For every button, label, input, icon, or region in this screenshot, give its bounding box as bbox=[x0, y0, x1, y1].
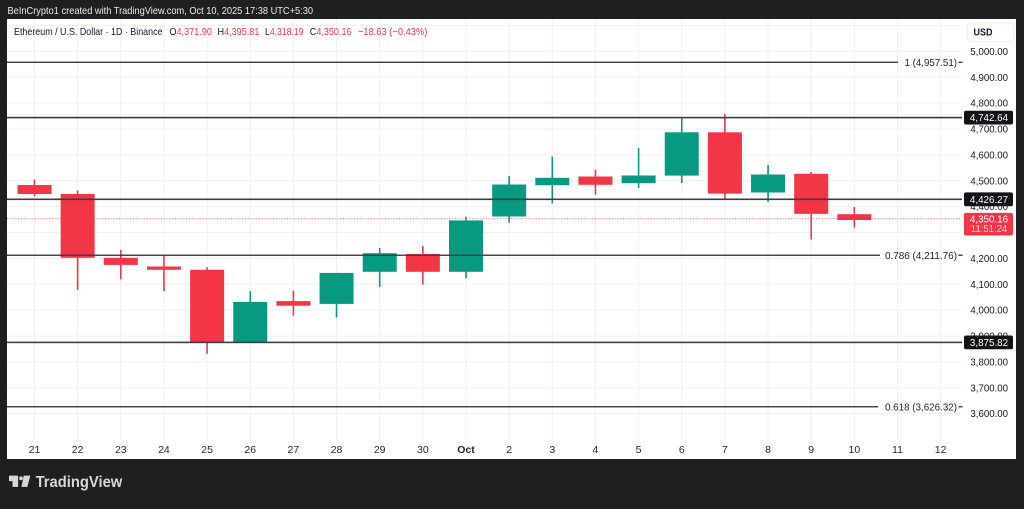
svg-text:4,426.27: 4,426.27 bbox=[970, 194, 1008, 206]
svg-text:3,600.00: 3,600.00 bbox=[970, 408, 1008, 420]
svg-text:TradingView: TradingView bbox=[36, 474, 124, 491]
svg-text:4,700.00: 4,700.00 bbox=[970, 124, 1008, 136]
svg-text:−18.63 (−0.43%): −18.63 (−0.43%) bbox=[358, 26, 427, 38]
svg-text:4,600.00: 4,600.00 bbox=[970, 149, 1008, 161]
svg-text:4: 4 bbox=[593, 444, 599, 456]
svg-text:12: 12 bbox=[935, 444, 947, 456]
svg-text:9: 9 bbox=[808, 444, 814, 456]
svg-text:Oct: Oct bbox=[457, 444, 475, 456]
svg-text:3,800.00: 3,800.00 bbox=[970, 356, 1008, 368]
svg-text:4,500.00: 4,500.00 bbox=[970, 175, 1008, 187]
svg-text:7: 7 bbox=[722, 444, 728, 456]
svg-text:Ethereum / U.S. Dollar · 1D ·: Ethereum / U.S. Dollar · 1D · Binance bbox=[14, 26, 163, 38]
svg-text:4,900.00: 4,900.00 bbox=[970, 72, 1008, 84]
svg-text:O4,371.90: O4,371.90 bbox=[169, 26, 212, 38]
svg-text:28: 28 bbox=[331, 444, 343, 456]
svg-text:1 (4,957.51): 1 (4,957.51) bbox=[905, 57, 958, 69]
svg-text:30: 30 bbox=[417, 444, 429, 456]
svg-text:21: 21 bbox=[29, 444, 41, 456]
svg-text:0.786 (4,211.76): 0.786 (4,211.76) bbox=[885, 250, 957, 262]
svg-text:26: 26 bbox=[244, 444, 256, 456]
svg-text:11: 11 bbox=[892, 444, 903, 456]
svg-text:5: 5 bbox=[636, 444, 642, 456]
svg-text:3,700.00: 3,700.00 bbox=[970, 382, 1008, 394]
svg-text:L4,318.19: L4,318.19 bbox=[265, 26, 304, 38]
svg-text:0.618 (3,626.32): 0.618 (3,626.32) bbox=[885, 401, 957, 413]
svg-text:6: 6 bbox=[679, 444, 685, 456]
svg-text:4,000.00: 4,000.00 bbox=[970, 305, 1008, 317]
svg-text:3,875.82: 3,875.82 bbox=[970, 337, 1008, 349]
svg-text:2: 2 bbox=[506, 444, 512, 456]
svg-text:4,200.00: 4,200.00 bbox=[970, 253, 1008, 265]
svg-text:4,350.16: 4,350.16 bbox=[970, 213, 1008, 225]
svg-text:27: 27 bbox=[288, 444, 300, 456]
svg-text:24: 24 bbox=[158, 444, 170, 456]
svg-text:4,800.00: 4,800.00 bbox=[970, 98, 1008, 110]
svg-text:USD: USD bbox=[974, 27, 993, 39]
svg-text:H4,395.81: H4,395.81 bbox=[218, 26, 260, 38]
svg-text:3: 3 bbox=[549, 444, 555, 456]
svg-text:25: 25 bbox=[201, 444, 213, 456]
svg-text:23: 23 bbox=[115, 444, 127, 456]
svg-text:C4,350.16: C4,350.16 bbox=[310, 26, 352, 38]
svg-text:10: 10 bbox=[849, 444, 861, 456]
svg-text:11:51:24: 11:51:24 bbox=[971, 223, 1008, 235]
svg-text:4,742.64: 4,742.64 bbox=[970, 112, 1008, 124]
svg-text:4,100.00: 4,100.00 bbox=[970, 279, 1008, 291]
svg-text:22: 22 bbox=[72, 444, 84, 456]
svg-text:29: 29 bbox=[374, 444, 386, 456]
svg-text:BeInCrypto1 created with Tradi: BeInCrypto1 created with TradingView.com… bbox=[8, 5, 314, 17]
svg-text:8: 8 bbox=[765, 444, 771, 456]
svg-text:5,000.00: 5,000.00 bbox=[970, 46, 1008, 58]
